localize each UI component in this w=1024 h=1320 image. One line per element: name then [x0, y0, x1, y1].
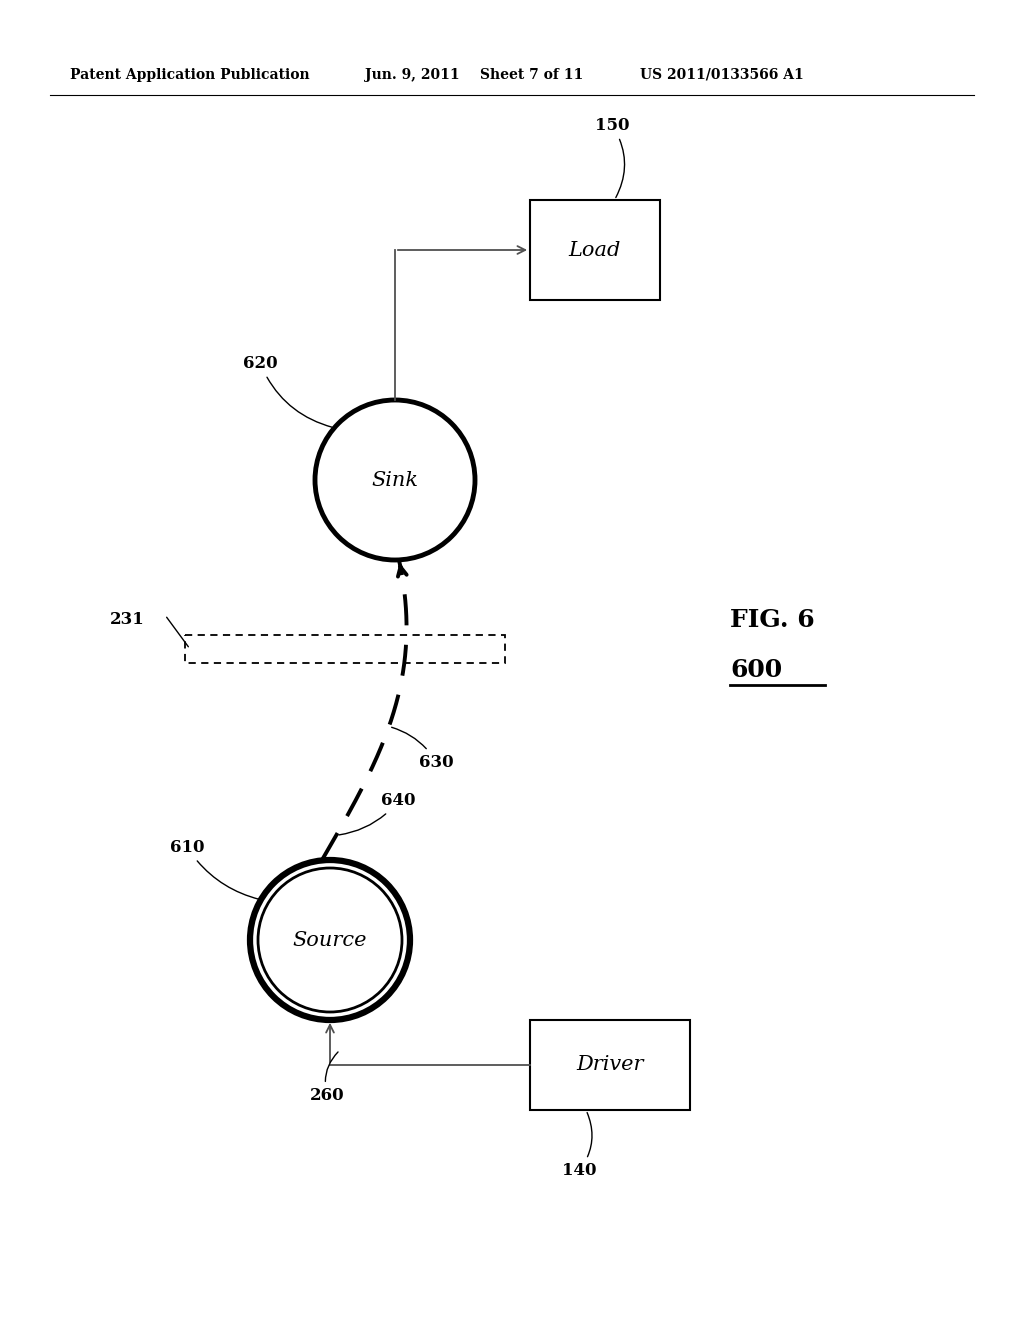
- Text: 140: 140: [562, 1113, 597, 1179]
- Text: 231: 231: [110, 610, 144, 627]
- Text: Sheet 7 of 11: Sheet 7 of 11: [480, 69, 584, 82]
- Text: Source: Source: [293, 931, 368, 949]
- Text: 260: 260: [310, 1052, 345, 1104]
- Text: Jun. 9, 2011: Jun. 9, 2011: [365, 69, 460, 82]
- Text: Driver: Driver: [577, 1056, 644, 1074]
- Text: 600: 600: [730, 657, 782, 682]
- Text: 640: 640: [339, 792, 416, 836]
- Bar: [185, 635, 505, 663]
- Text: 620: 620: [243, 355, 333, 428]
- Bar: [530, 201, 660, 300]
- Text: Load: Load: [568, 240, 622, 260]
- Text: Patent Application Publication: Patent Application Publication: [70, 69, 309, 82]
- Text: 630: 630: [391, 727, 454, 771]
- Text: Sink: Sink: [372, 470, 419, 490]
- Bar: [530, 1020, 690, 1110]
- Text: US 2011/0133566 A1: US 2011/0133566 A1: [640, 69, 804, 82]
- Text: 150: 150: [595, 117, 630, 198]
- Text: FIG. 6: FIG. 6: [730, 609, 815, 632]
- Text: 610: 610: [170, 840, 259, 899]
